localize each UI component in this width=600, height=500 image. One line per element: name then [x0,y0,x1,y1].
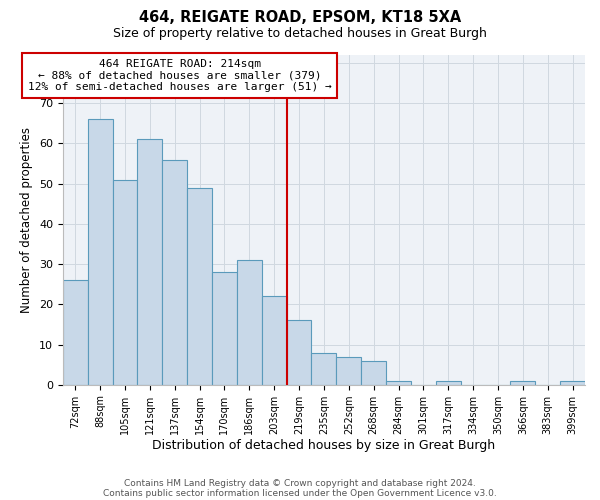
Bar [187,188,212,384]
Bar [88,120,113,384]
Bar [436,380,461,384]
Text: 464, REIGATE ROAD, EPSOM, KT18 5XA: 464, REIGATE ROAD, EPSOM, KT18 5XA [139,10,461,25]
Bar [311,352,337,384]
Text: Size of property relative to detached houses in Great Burgh: Size of property relative to detached ho… [113,28,487,40]
Bar [212,272,237,384]
Text: Contains HM Land Registry data © Crown copyright and database right 2024.: Contains HM Land Registry data © Crown c… [124,478,476,488]
Bar [113,180,137,384]
Bar [337,356,361,384]
Bar [287,320,311,384]
Bar [511,380,535,384]
Y-axis label: Number of detached properties: Number of detached properties [20,127,34,313]
Bar [262,296,287,384]
Text: Contains public sector information licensed under the Open Government Licence v3: Contains public sector information licen… [103,488,497,498]
Bar [386,380,411,384]
X-axis label: Distribution of detached houses by size in Great Burgh: Distribution of detached houses by size … [152,440,496,452]
Bar [137,140,162,384]
Bar [63,280,88,384]
Bar [162,160,187,384]
Text: 464 REIGATE ROAD: 214sqm
← 88% of detached houses are smaller (379)
12% of semi-: 464 REIGATE ROAD: 214sqm ← 88% of detach… [28,59,332,92]
Bar [560,380,585,384]
Bar [237,260,262,384]
Bar [361,360,386,384]
